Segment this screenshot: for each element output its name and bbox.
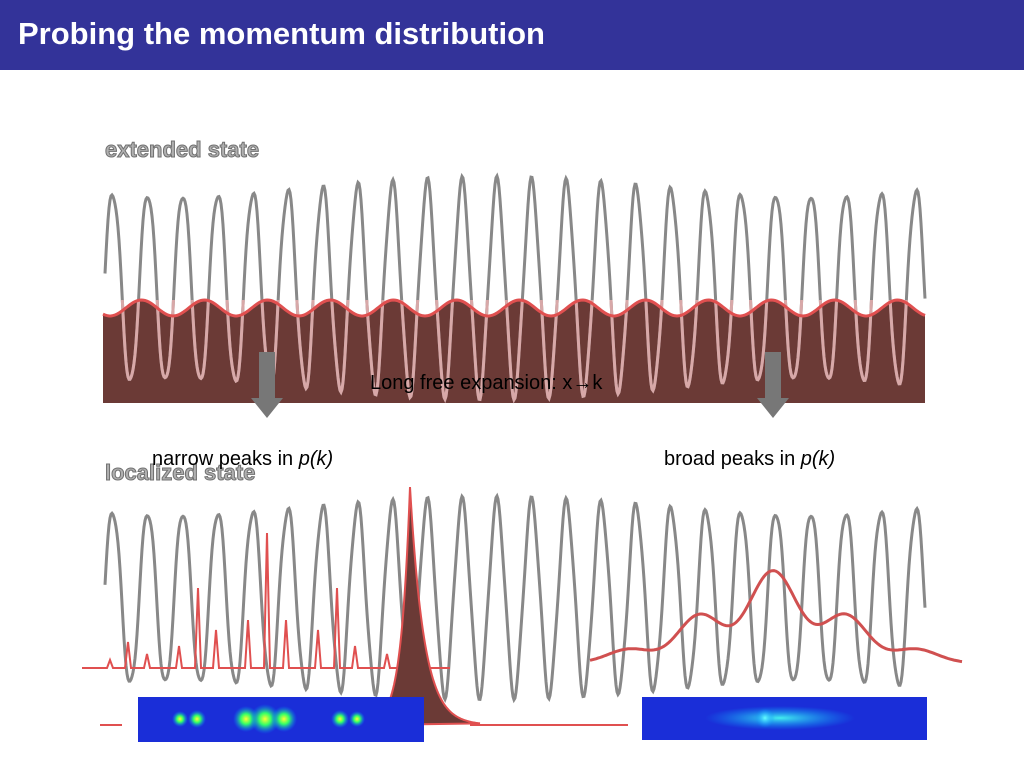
extended-panel — [102, 172, 927, 418]
title-bar: Probing the momentum distribution — [0, 0, 1024, 70]
broad-peaks — [589, 569, 963, 664]
image-peak — [349, 711, 365, 727]
extended-label: extended state — [105, 137, 259, 162]
expansion-text: Long free expansion: x→k — [370, 372, 603, 394]
image-peak — [271, 706, 297, 732]
localized-panel — [82, 486, 963, 742]
image-peak — [250, 704, 280, 734]
wavefunction — [103, 492, 927, 704]
density-edge — [102, 298, 926, 318]
figure: extended state localized state Long free… — [82, 137, 963, 742]
localized-label: localized state — [105, 460, 255, 485]
broad-text: broad peaks in p(k) — [664, 448, 835, 470]
narrow-italic: p(k) — [298, 448, 333, 470]
arrow — [757, 352, 789, 418]
image-peak — [188, 710, 206, 728]
arrow — [251, 352, 283, 418]
image-cloud — [705, 706, 855, 730]
broad-plain: broad peaks in — [664, 448, 801, 470]
slide-title: Probing the momentum distribution — [18, 16, 545, 51]
image-peak — [755, 708, 775, 728]
image-peak — [331, 710, 349, 728]
narrow-plain: narrow peaks in — [152, 448, 299, 470]
narrow-text: narrow peaks in p(k) — [152, 448, 333, 470]
localized-peak — [374, 486, 481, 727]
broad-italic: p(k) — [800, 448, 835, 470]
image-peak — [172, 711, 188, 727]
wavefunction-inner — [120, 300, 908, 403]
narrow-peaks — [82, 532, 450, 669]
